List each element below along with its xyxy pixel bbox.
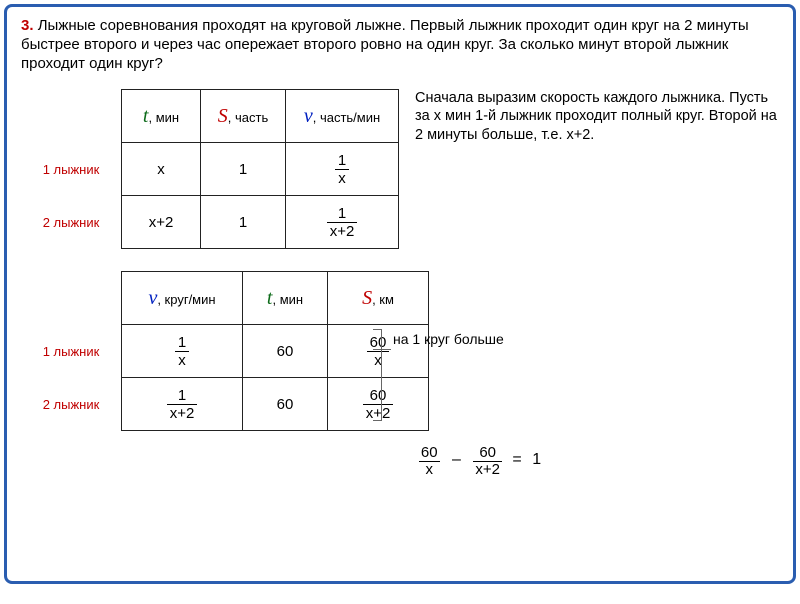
page-frame: 3. Лыжные соревнования проходят на круго… bbox=[4, 4, 796, 584]
t2-hdr-v: v bbox=[148, 287, 157, 309]
fraction: 1x+2 bbox=[327, 206, 358, 239]
equation: 60x – 60x+2 = 1 bbox=[181, 445, 779, 478]
rhs: 1 bbox=[532, 451, 541, 468]
table-1: t, мин S, часть v, часть/мин 1 лыжник x … bbox=[21, 89, 399, 249]
fraction: 1x bbox=[175, 335, 189, 368]
note-bracket-label: на 1 круг больше bbox=[393, 331, 504, 347]
problem-text: 3. Лыжные соревнования проходят на круго… bbox=[21, 17, 779, 73]
problem-number: 3. bbox=[21, 17, 34, 34]
table-row: 2 лыжник 1x+2 60 60x+2 bbox=[21, 378, 429, 431]
t2-hdr-s: S bbox=[362, 287, 372, 309]
bracket-icon bbox=[373, 329, 382, 421]
fraction: 1x+2 bbox=[167, 388, 198, 421]
fraction: 1x bbox=[335, 153, 349, 186]
t1-hdr-v: v bbox=[304, 105, 313, 127]
fraction: 60x bbox=[419, 445, 440, 478]
minus-sign: – bbox=[452, 451, 461, 468]
table-row: 2 лыжник x+2 1 1x+2 bbox=[21, 196, 399, 249]
table-row: 1 лыжник 1x 60 60x bbox=[21, 325, 429, 378]
table-row: 1 лыжник x 1 1x bbox=[21, 143, 399, 196]
bracket-arm bbox=[373, 349, 391, 350]
t1-hdr-s: S bbox=[218, 105, 228, 127]
fraction: 60x+2 bbox=[473, 445, 502, 478]
table-2: v, круг/мин t, мин S, км 1 лыжник 1x 60 … bbox=[21, 271, 429, 431]
problem-body: Лыжные соревнования проходят на круговой… bbox=[21, 17, 749, 72]
explanation-1: Сначала выразим скорость каждого лыжника… bbox=[415, 89, 779, 249]
equals-sign: = bbox=[512, 451, 521, 468]
